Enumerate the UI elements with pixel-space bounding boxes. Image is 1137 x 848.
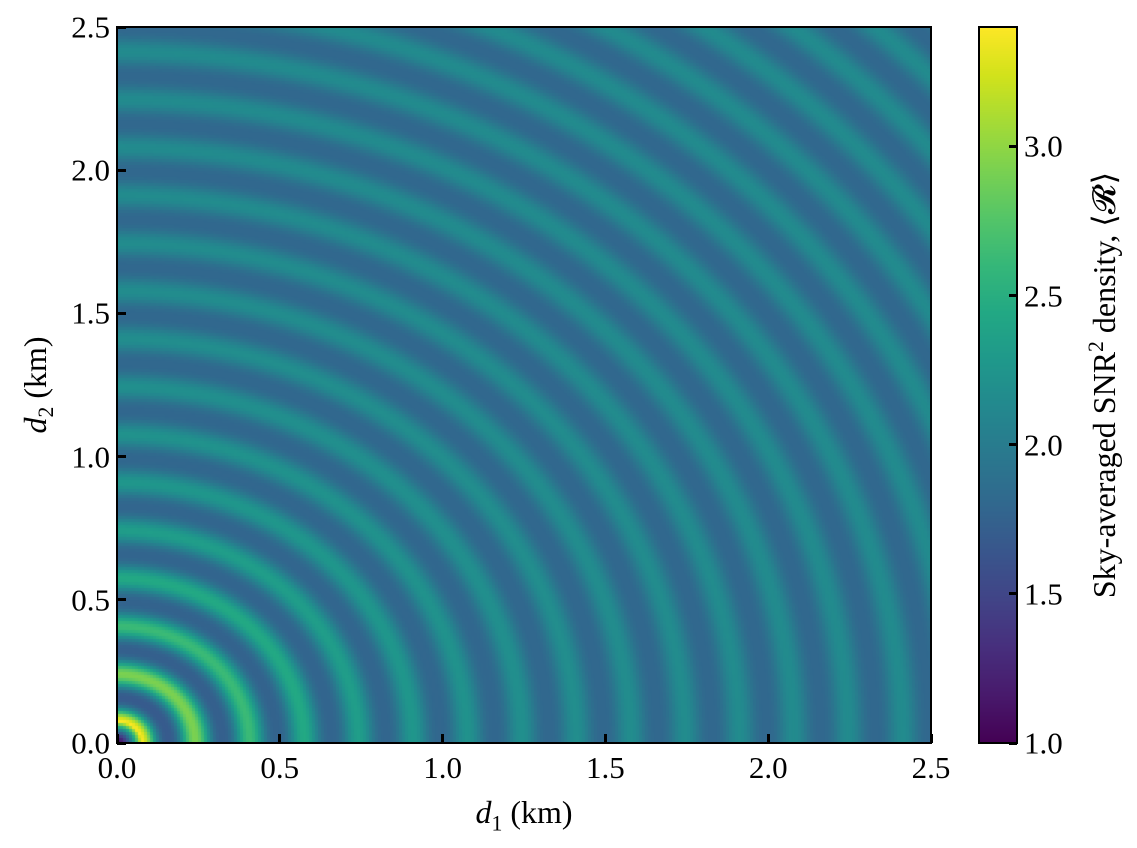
y-tick-label: 2.0: [71, 152, 110, 188]
x-axis-label-sub: 1: [491, 811, 503, 836]
x-axis-label-unit: (km): [502, 794, 573, 830]
x-tick: [278, 734, 282, 743]
x-tick: [929, 734, 933, 743]
colorbar-tick-label: 2.0: [1024, 427, 1063, 463]
colorbar-tick-label: 3.0: [1024, 128, 1063, 164]
x-tick-label: 1.0: [423, 750, 462, 785]
y-axis-label-unit: (km): [16, 336, 53, 407]
colorbar-label-sup: 2: [1084, 341, 1109, 352]
y-tick: [117, 455, 126, 459]
colorbar-tick-label: 2.5: [1024, 278, 1063, 313]
colorbar-tick: [1009, 741, 1017, 745]
y-tick-label: 1.0: [71, 439, 110, 475]
colorbar-tick: [1009, 443, 1017, 447]
x-tick-label: 2.5: [911, 750, 951, 785]
y-tick: [117, 311, 126, 315]
colorbar-label: Sky-averaged SNR2 density, ⟨𝓡⟩: [1084, 172, 1124, 598]
x-tick: [766, 734, 770, 743]
x-tick-label: 1.5: [586, 750, 625, 785]
colorbar-tick: [1009, 592, 1017, 596]
colorbar: [979, 27, 1017, 743]
y-tick: [117, 598, 126, 602]
colorbar-tick: [1009, 294, 1017, 297]
heatmap-plot-area: [117, 27, 931, 743]
y-axis-label: d2 (km): [17, 336, 59, 433]
y-tick-label: 2.5: [71, 9, 110, 45]
x-tick: [441, 734, 445, 743]
y-tick-label: 0.5: [71, 582, 110, 618]
y-axis-label-var: d: [16, 417, 53, 434]
y-tick-label: 0.0: [71, 725, 110, 761]
colorbar-gradient: [979, 27, 1017, 743]
x-axis-label: d1 (km): [475, 794, 572, 836]
colorbar-tick-label: 1.5: [1024, 576, 1063, 612]
colorbar-label-suffix: density, ⟨𝓡⟩: [1085, 171, 1122, 342]
colorbar-tick-label: 1.0: [1024, 725, 1063, 761]
colorbar-label-prefix: Sky-averaged SNR: [1085, 351, 1122, 599]
y-tick: [117, 25, 126, 29]
y-axis-label-sub: 2: [34, 406, 59, 418]
x-axis-label-var: d: [475, 794, 492, 830]
colorbar-tick: [1009, 144, 1017, 148]
y-tick-label: 1.5: [71, 295, 110, 331]
x-tick: [603, 734, 607, 743]
x-tick-label: 0.5: [260, 750, 300, 785]
x-tick: [115, 734, 119, 743]
y-tick: [117, 741, 126, 745]
y-tick: [117, 168, 126, 172]
x-tick-label: 2.0: [748, 750, 788, 785]
heatmap-image: [117, 27, 931, 743]
x-tick-label: 0.0: [97, 750, 137, 785]
